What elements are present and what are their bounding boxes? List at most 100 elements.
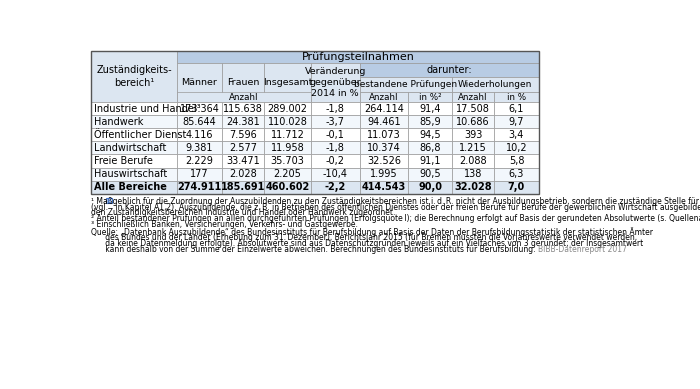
Text: 94.461: 94.461 [367, 117, 400, 127]
Bar [311, 168, 360, 180]
Bar [177, 51, 538, 63]
Bar [90, 115, 177, 128]
Bar [311, 128, 360, 141]
Bar [90, 154, 177, 168]
Bar [264, 63, 311, 102]
Text: 17.508: 17.508 [456, 103, 490, 114]
Bar [494, 180, 538, 194]
Text: 85,9: 85,9 [419, 117, 441, 127]
Text: 11.073: 11.073 [367, 130, 401, 140]
Text: Wiederholungen: Wiederholungen [458, 80, 532, 89]
Text: bestandene Prüfungen: bestandene Prüfungen [354, 80, 457, 89]
Text: 32.526: 32.526 [367, 156, 401, 166]
Bar [494, 102, 538, 115]
Bar [452, 128, 494, 141]
Bar [264, 154, 311, 168]
Bar [311, 115, 360, 128]
Text: -0,2: -0,2 [326, 156, 344, 166]
Bar [408, 115, 452, 128]
Text: Hauswirtschaft: Hauswirtschaft [94, 169, 167, 179]
Bar [494, 141, 538, 154]
Bar [360, 180, 408, 194]
Text: Prüfungsteilnahmen: Prüfungsteilnahmen [302, 52, 414, 62]
Text: E: E [107, 198, 111, 204]
Text: Frauen: Frauen [227, 78, 259, 87]
Text: Alle Bereiche: Alle Bereiche [94, 182, 167, 192]
Text: Veränderung
gegenüber
2014 in %: Veränderung gegenüber 2014 in % [304, 67, 366, 98]
Text: des Bundes und der Länder (Erhebung zum 31. Dezember), Berichtsjahr 2015 (für Br: des Bundes und der Länder (Erhebung zum … [90, 233, 637, 242]
Text: 289.002: 289.002 [267, 103, 307, 114]
Text: ¹ Maßgeblich für die Zuordnung der Auszubildenden zu den Zuständigkeitsbereichen: ¹ Maßgeblich für die Zuordnung der Auszu… [90, 197, 700, 206]
Text: 4.116: 4.116 [186, 130, 214, 140]
Text: 10.374: 10.374 [367, 143, 401, 153]
Text: 6,3: 6,3 [509, 169, 524, 179]
Text: den Zuständigkeitsbereichen Industrie und Handel oder Handwerk zugeordnet.: den Zuständigkeitsbereichen Industrie un… [90, 209, 395, 217]
Text: 460.602: 460.602 [265, 182, 309, 192]
Text: Insgesamt: Insgesamt [262, 78, 312, 87]
Text: kann deshalb von der Summe der Einzelwerte abweichen. Berechnungen des Bundesins: kann deshalb von der Summe der Einzelwer… [90, 245, 535, 254]
Text: Industrie und Handel³: Industrie und Handel³ [94, 103, 200, 114]
Bar [177, 63, 222, 102]
Bar [452, 154, 494, 168]
Bar [311, 63, 360, 102]
Text: 7.596: 7.596 [229, 130, 257, 140]
Text: 7,0: 7,0 [508, 182, 525, 192]
Text: in %²: in %² [419, 93, 442, 102]
Text: 10.686: 10.686 [456, 117, 490, 127]
Text: 274.911: 274.911 [177, 182, 222, 192]
Text: 11.958: 11.958 [271, 143, 304, 153]
Bar [408, 168, 452, 180]
Text: 10,2: 10,2 [505, 143, 527, 153]
Bar [360, 128, 408, 141]
Bar [177, 154, 222, 168]
Bar [452, 77, 538, 92]
Text: 24.381: 24.381 [226, 117, 260, 127]
Text: darunter:: darunter: [426, 65, 472, 75]
Text: 86,8: 86,8 [419, 143, 441, 153]
Text: 1.995: 1.995 [370, 169, 398, 179]
Bar [222, 115, 264, 128]
Text: Handwerk: Handwerk [94, 117, 143, 127]
Text: 91,1: 91,1 [419, 156, 441, 166]
Bar [90, 141, 177, 154]
Bar [360, 141, 408, 154]
Bar [311, 180, 360, 194]
Bar [90, 102, 177, 115]
Bar [452, 141, 494, 154]
Bar [408, 154, 452, 168]
Text: 414.543: 414.543 [362, 182, 406, 192]
Text: 90,5: 90,5 [419, 169, 441, 179]
Bar [264, 168, 311, 180]
Bar [408, 102, 452, 115]
Bar [452, 115, 494, 128]
Bar [177, 102, 222, 115]
Text: 115.638: 115.638 [223, 103, 262, 114]
Text: Quelle: „Datenbank Auszubildende“ des Bundesinstituts für Berufsbildung auf Basi: Quelle: „Datenbank Auszubildende“ des Bu… [90, 227, 652, 237]
Text: Freie Berufe: Freie Berufe [94, 156, 153, 166]
Bar [494, 115, 538, 128]
Text: Öffentlicher Dienst: Öffentlicher Dienst [94, 130, 186, 140]
Bar [177, 168, 222, 180]
Bar [311, 141, 360, 154]
Bar [408, 141, 452, 154]
Text: in %: in % [507, 93, 526, 102]
Bar [494, 128, 538, 141]
Text: 91,4: 91,4 [419, 103, 441, 114]
Bar [360, 168, 408, 180]
Text: 94,5: 94,5 [419, 130, 441, 140]
Text: 110.028: 110.028 [267, 117, 307, 127]
Bar [264, 102, 311, 115]
Text: 185.691: 185.691 [220, 182, 265, 192]
Bar [90, 180, 177, 194]
Text: 2.577: 2.577 [229, 143, 257, 153]
Bar [222, 180, 264, 194]
Bar [222, 154, 264, 168]
Bar [222, 168, 264, 180]
Bar [494, 168, 538, 180]
Bar [360, 63, 538, 77]
Text: 2.028: 2.028 [229, 169, 257, 179]
Text: 5,8: 5,8 [509, 156, 524, 166]
Bar [408, 128, 452, 141]
Bar [408, 92, 452, 102]
Text: 2.088: 2.088 [459, 156, 487, 166]
